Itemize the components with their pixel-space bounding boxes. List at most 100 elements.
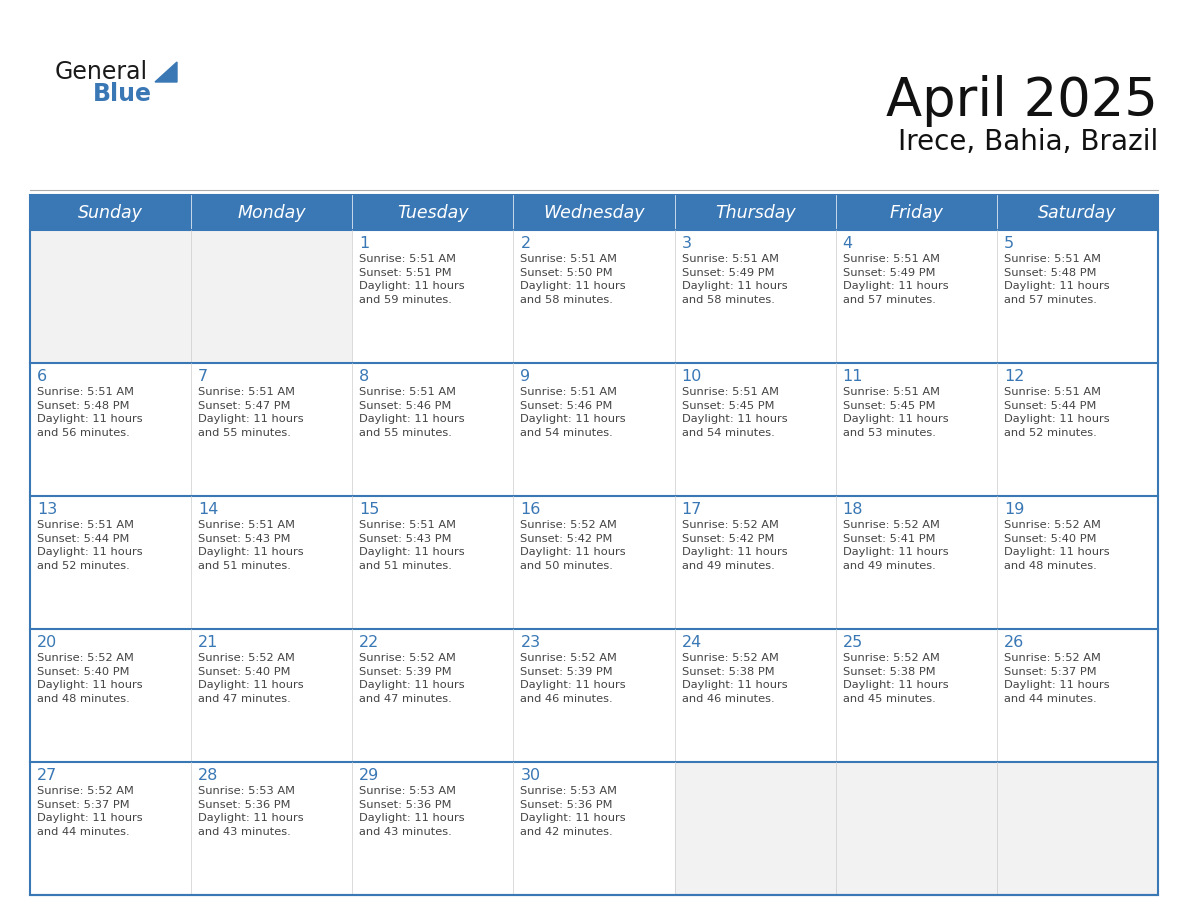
Bar [997, 629, 1158, 762]
Bar [513, 762, 675, 895]
Bar [835, 195, 997, 230]
Bar [997, 195, 1158, 230]
Bar [191, 629, 353, 762]
Text: Sunrise: 5:51 AM
Sunset: 5:50 PM
Daylight: 11 hours
and 58 minutes.: Sunrise: 5:51 AM Sunset: 5:50 PM Dayligh… [520, 254, 626, 305]
Bar [353, 363, 513, 496]
Bar [835, 762, 997, 895]
Bar [30, 195, 191, 230]
Text: 20: 20 [37, 635, 57, 650]
Text: Sunrise: 5:53 AM
Sunset: 5:36 PM
Daylight: 11 hours
and 43 minutes.: Sunrise: 5:53 AM Sunset: 5:36 PM Dayligh… [359, 786, 465, 837]
Bar [30, 195, 1158, 895]
Bar [30, 496, 191, 629]
Text: 29: 29 [359, 768, 379, 783]
Text: 23: 23 [520, 635, 541, 650]
Text: Thursday: Thursday [715, 204, 796, 221]
Bar [353, 762, 513, 895]
Text: Sunrise: 5:52 AM
Sunset: 5:38 PM
Daylight: 11 hours
and 45 minutes.: Sunrise: 5:52 AM Sunset: 5:38 PM Dayligh… [842, 653, 948, 704]
Bar [513, 629, 675, 762]
Text: 5: 5 [1004, 236, 1015, 251]
Text: Sunrise: 5:52 AM
Sunset: 5:42 PM
Daylight: 11 hours
and 50 minutes.: Sunrise: 5:52 AM Sunset: 5:42 PM Dayligh… [520, 520, 626, 571]
Text: Sunrise: 5:51 AM
Sunset: 5:46 PM
Daylight: 11 hours
and 55 minutes.: Sunrise: 5:51 AM Sunset: 5:46 PM Dayligh… [359, 387, 465, 438]
Text: 10: 10 [682, 369, 702, 384]
Text: Tuesday: Tuesday [397, 204, 468, 221]
Text: 26: 26 [1004, 635, 1024, 650]
Text: 15: 15 [359, 502, 380, 517]
Bar [191, 195, 353, 230]
Text: 28: 28 [198, 768, 219, 783]
Text: 17: 17 [682, 502, 702, 517]
Text: Saturday: Saturday [1038, 204, 1117, 221]
Text: Friday: Friday [890, 204, 943, 221]
Bar [513, 195, 675, 230]
Bar [513, 363, 675, 496]
Bar [191, 496, 353, 629]
Bar [353, 496, 513, 629]
Text: Sunrise: 5:52 AM
Sunset: 5:40 PM
Daylight: 11 hours
and 48 minutes.: Sunrise: 5:52 AM Sunset: 5:40 PM Dayligh… [37, 653, 143, 704]
Text: Sunrise: 5:52 AM
Sunset: 5:40 PM
Daylight: 11 hours
and 47 minutes.: Sunrise: 5:52 AM Sunset: 5:40 PM Dayligh… [198, 653, 304, 704]
Text: 6: 6 [37, 369, 48, 384]
Bar [353, 195, 513, 230]
Text: 19: 19 [1004, 502, 1024, 517]
Text: Sunrise: 5:51 AM
Sunset: 5:46 PM
Daylight: 11 hours
and 54 minutes.: Sunrise: 5:51 AM Sunset: 5:46 PM Dayligh… [520, 387, 626, 438]
Bar [997, 762, 1158, 895]
Text: 27: 27 [37, 768, 57, 783]
Text: 13: 13 [37, 502, 57, 517]
Bar [997, 230, 1158, 363]
Text: Sunrise: 5:51 AM
Sunset: 5:44 PM
Daylight: 11 hours
and 52 minutes.: Sunrise: 5:51 AM Sunset: 5:44 PM Dayligh… [1004, 387, 1110, 438]
Text: Sunrise: 5:51 AM
Sunset: 5:43 PM
Daylight: 11 hours
and 51 minutes.: Sunrise: 5:51 AM Sunset: 5:43 PM Dayligh… [198, 520, 304, 571]
Bar [835, 496, 997, 629]
Text: 1: 1 [359, 236, 369, 251]
Bar [353, 230, 513, 363]
Text: Sunrise: 5:51 AM
Sunset: 5:49 PM
Daylight: 11 hours
and 57 minutes.: Sunrise: 5:51 AM Sunset: 5:49 PM Dayligh… [842, 254, 948, 305]
Bar [513, 496, 675, 629]
Text: 11: 11 [842, 369, 864, 384]
Text: 21: 21 [198, 635, 219, 650]
Text: Wednesday: Wednesday [543, 204, 645, 221]
Text: Sunrise: 5:52 AM
Sunset: 5:40 PM
Daylight: 11 hours
and 48 minutes.: Sunrise: 5:52 AM Sunset: 5:40 PM Dayligh… [1004, 520, 1110, 571]
Text: 16: 16 [520, 502, 541, 517]
Text: Sunrise: 5:51 AM
Sunset: 5:49 PM
Daylight: 11 hours
and 58 minutes.: Sunrise: 5:51 AM Sunset: 5:49 PM Dayligh… [682, 254, 788, 305]
Text: Sunrise: 5:51 AM
Sunset: 5:48 PM
Daylight: 11 hours
and 56 minutes.: Sunrise: 5:51 AM Sunset: 5:48 PM Dayligh… [37, 387, 143, 438]
Bar [835, 363, 997, 496]
Text: 9: 9 [520, 369, 531, 384]
Bar [30, 762, 191, 895]
Bar [191, 363, 353, 496]
Text: 2: 2 [520, 236, 531, 251]
Text: Sunrise: 5:53 AM
Sunset: 5:36 PM
Daylight: 11 hours
and 42 minutes.: Sunrise: 5:53 AM Sunset: 5:36 PM Dayligh… [520, 786, 626, 837]
Bar [675, 195, 835, 230]
Text: Sunrise: 5:51 AM
Sunset: 5:51 PM
Daylight: 11 hours
and 59 minutes.: Sunrise: 5:51 AM Sunset: 5:51 PM Dayligh… [359, 254, 465, 305]
Bar [513, 230, 675, 363]
Bar [997, 496, 1158, 629]
Text: 14: 14 [198, 502, 219, 517]
Text: Sunrise: 5:52 AM
Sunset: 5:37 PM
Daylight: 11 hours
and 44 minutes.: Sunrise: 5:52 AM Sunset: 5:37 PM Dayligh… [37, 786, 143, 837]
Text: 30: 30 [520, 768, 541, 783]
Text: Sunrise: 5:52 AM
Sunset: 5:39 PM
Daylight: 11 hours
and 47 minutes.: Sunrise: 5:52 AM Sunset: 5:39 PM Dayligh… [359, 653, 465, 704]
Text: General: General [55, 60, 148, 84]
Bar [30, 363, 191, 496]
Text: Sunrise: 5:51 AM
Sunset: 5:43 PM
Daylight: 11 hours
and 51 minutes.: Sunrise: 5:51 AM Sunset: 5:43 PM Dayligh… [359, 520, 465, 571]
Text: Sunrise: 5:53 AM
Sunset: 5:36 PM
Daylight: 11 hours
and 43 minutes.: Sunrise: 5:53 AM Sunset: 5:36 PM Dayligh… [198, 786, 304, 837]
Bar [30, 629, 191, 762]
Bar [30, 230, 191, 363]
Text: Sunday: Sunday [78, 204, 143, 221]
Bar [675, 363, 835, 496]
Text: April 2025: April 2025 [886, 75, 1158, 127]
Text: 24: 24 [682, 635, 702, 650]
Text: 8: 8 [359, 369, 369, 384]
Bar [997, 363, 1158, 496]
Text: Irece, Bahia, Brazil: Irece, Bahia, Brazil [898, 128, 1158, 156]
Text: 22: 22 [359, 635, 379, 650]
Text: Sunrise: 5:52 AM
Sunset: 5:39 PM
Daylight: 11 hours
and 46 minutes.: Sunrise: 5:52 AM Sunset: 5:39 PM Dayligh… [520, 653, 626, 704]
Text: 3: 3 [682, 236, 691, 251]
Bar [675, 496, 835, 629]
Text: Monday: Monday [238, 204, 307, 221]
Bar [353, 629, 513, 762]
Text: 18: 18 [842, 502, 864, 517]
Text: Sunrise: 5:52 AM
Sunset: 5:41 PM
Daylight: 11 hours
and 49 minutes.: Sunrise: 5:52 AM Sunset: 5:41 PM Dayligh… [842, 520, 948, 571]
Text: Sunrise: 5:52 AM
Sunset: 5:42 PM
Daylight: 11 hours
and 49 minutes.: Sunrise: 5:52 AM Sunset: 5:42 PM Dayligh… [682, 520, 788, 571]
Polygon shape [154, 62, 177, 82]
Bar [675, 762, 835, 895]
Bar [191, 230, 353, 363]
Bar [675, 629, 835, 762]
Text: Sunrise: 5:51 AM
Sunset: 5:45 PM
Daylight: 11 hours
and 54 minutes.: Sunrise: 5:51 AM Sunset: 5:45 PM Dayligh… [682, 387, 788, 438]
